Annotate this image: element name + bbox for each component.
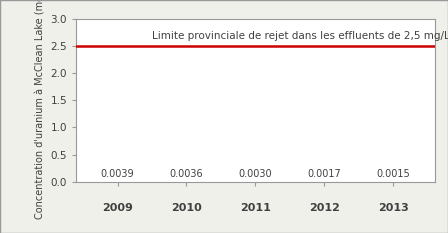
- Text: Limite provinciale de rejet dans les effluents de 2,5 mg/L: Limite provinciale de rejet dans les eff…: [152, 31, 448, 41]
- Text: 0.0030: 0.0030: [238, 169, 272, 179]
- Text: 0.0015: 0.0015: [376, 169, 410, 179]
- Text: 0.0039: 0.0039: [101, 169, 134, 179]
- Text: 0.0036: 0.0036: [170, 169, 203, 179]
- Text: 0.0017: 0.0017: [307, 169, 341, 179]
- Y-axis label: Concentration d'uranium à McClean Lake (mg/L): Concentration d'uranium à McClean Lake (…: [34, 0, 45, 219]
